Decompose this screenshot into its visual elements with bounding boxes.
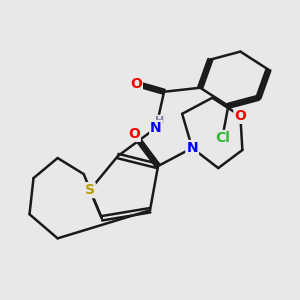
Text: S: S [85,183,95,197]
Text: O: O [128,127,140,141]
Text: N: N [150,121,162,135]
Text: O: O [130,77,142,91]
Text: Cl: Cl [215,131,230,145]
Text: O: O [234,109,246,123]
Text: N: N [186,141,198,155]
Text: H: H [154,116,164,126]
